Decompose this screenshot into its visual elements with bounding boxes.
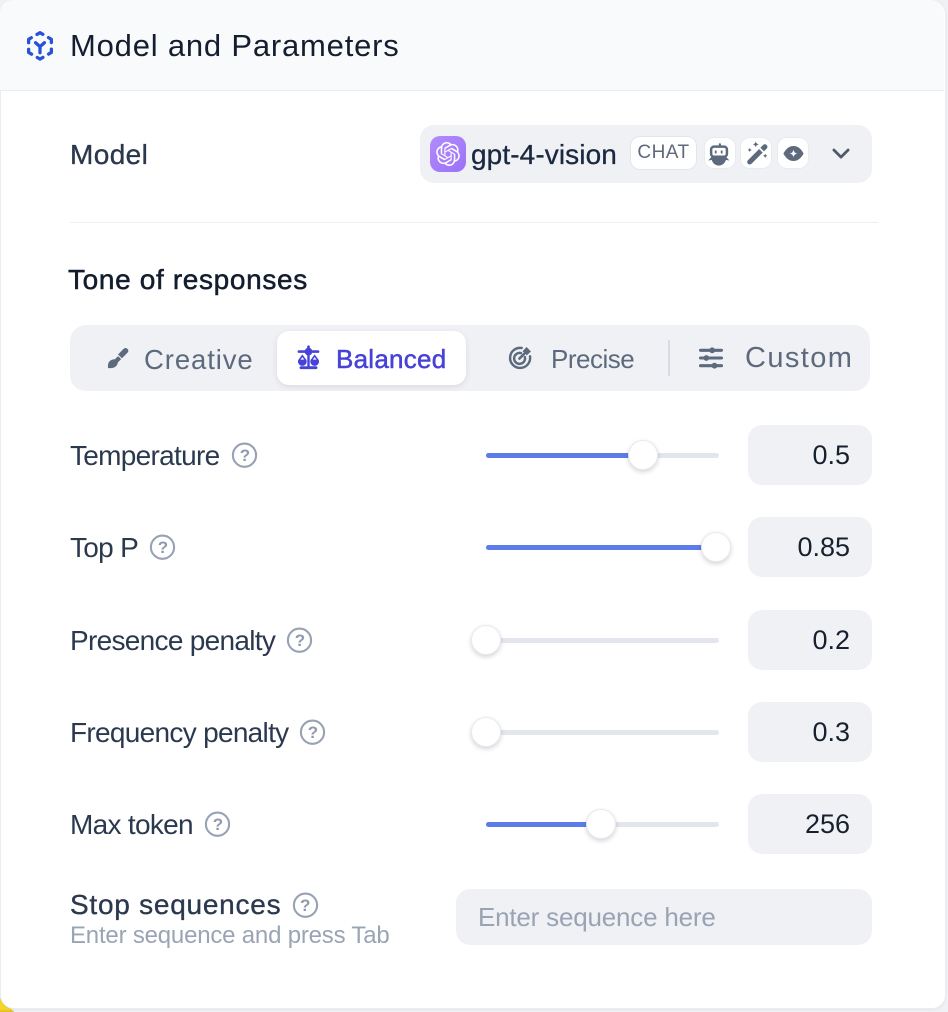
- svg-text:?: ?: [308, 723, 318, 742]
- svg-text:?: ?: [300, 895, 311, 914]
- svg-text:?: ?: [239, 446, 249, 465]
- svg-text:?: ?: [213, 815, 223, 834]
- svg-text:?: ?: [295, 631, 305, 650]
- svg-text:?: ?: [158, 538, 168, 557]
